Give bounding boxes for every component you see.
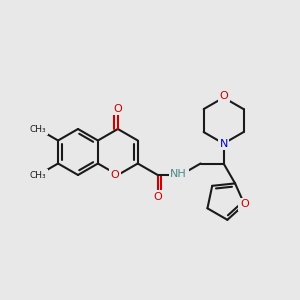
Text: O: O	[219, 91, 228, 100]
Text: N: N	[219, 139, 228, 148]
Text: NH: NH	[170, 169, 187, 179]
Text: O: O	[113, 103, 122, 114]
Text: CH₃: CH₃	[30, 124, 46, 134]
Text: O: O	[110, 170, 119, 180]
Text: O: O	[153, 191, 162, 202]
Text: O: O	[240, 200, 249, 209]
Text: CH₃: CH₃	[30, 170, 46, 179]
